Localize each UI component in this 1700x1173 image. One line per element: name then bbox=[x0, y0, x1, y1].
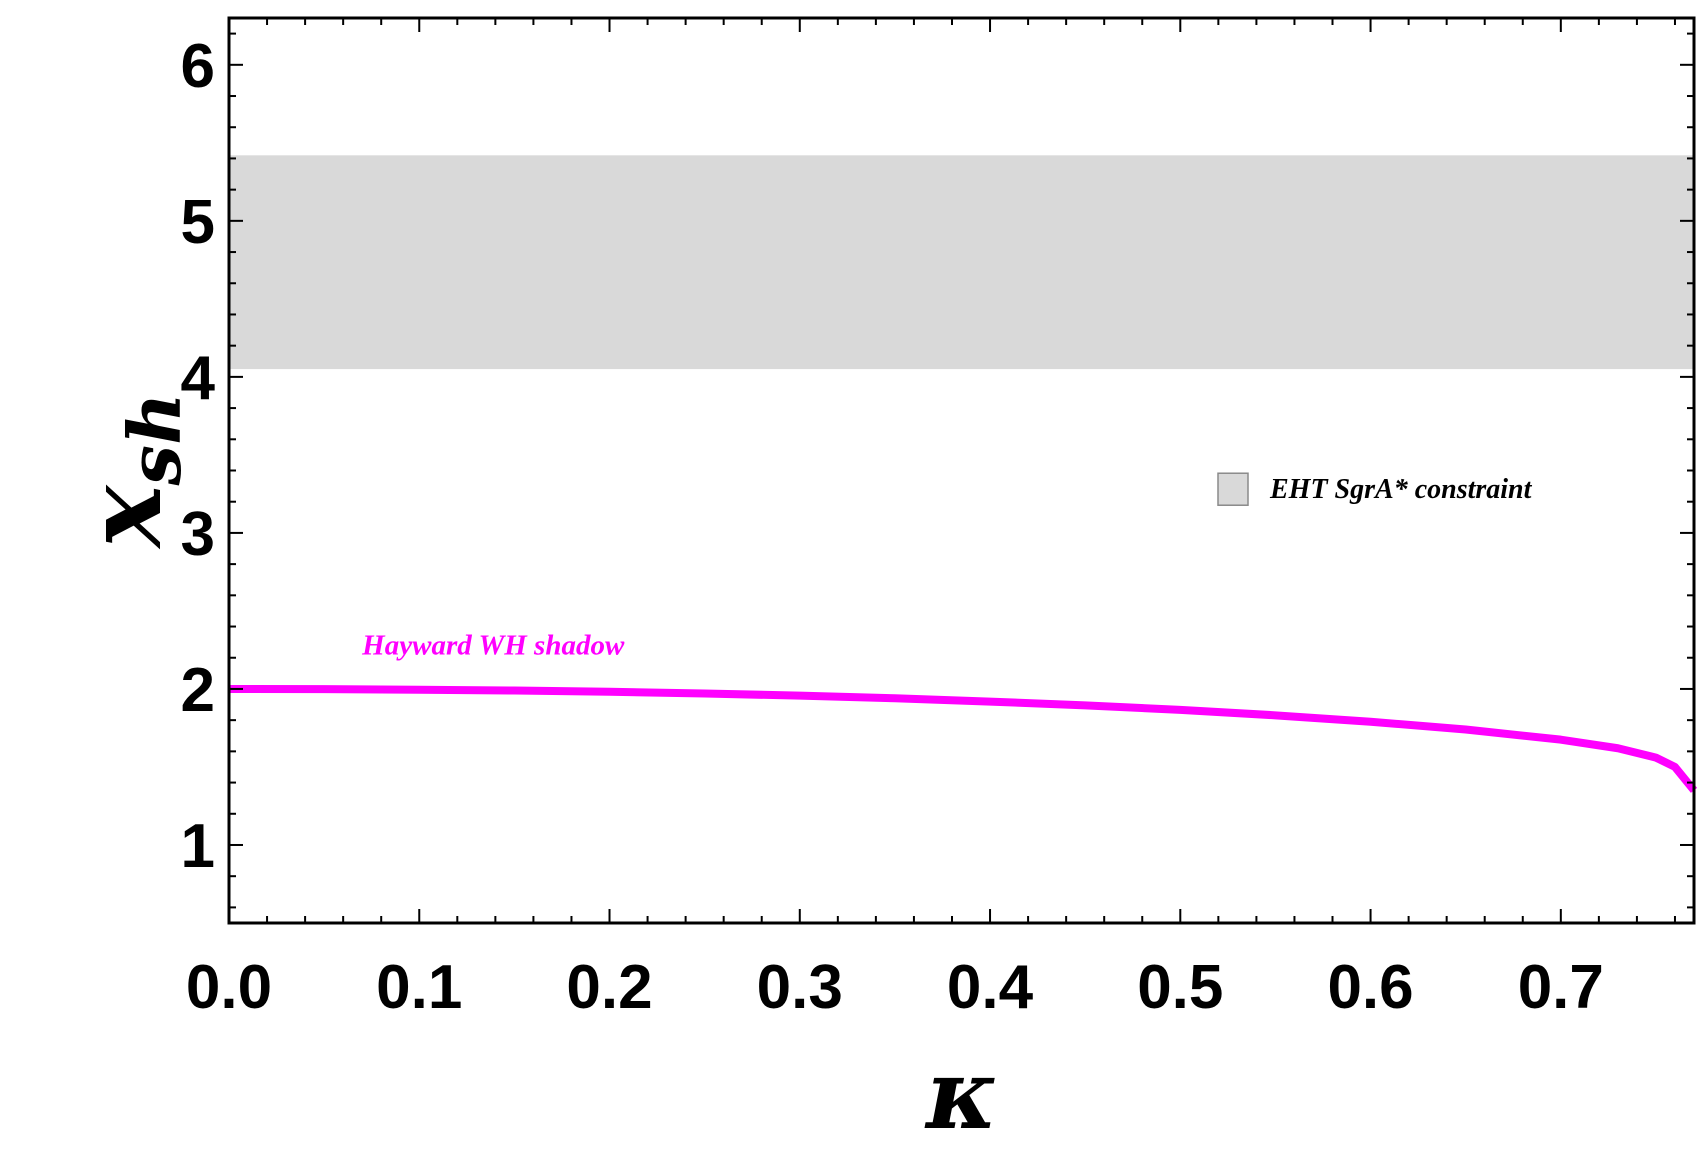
plot-frame bbox=[227, 16, 1696, 925]
y-axis-title-subscript: sh bbox=[112, 393, 197, 487]
y-tick-label: 6 bbox=[181, 32, 215, 101]
x-tick-label: 0.6 bbox=[1327, 953, 1413, 1022]
legend-label: EHT SgrA* constraint bbox=[1269, 474, 1533, 505]
x-axis-title: κ bbox=[924, 1038, 998, 1151]
x-tick-label: 0.3 bbox=[757, 953, 843, 1022]
constraint-band bbox=[229, 155, 1694, 370]
series-line-hayward-wh-shadow bbox=[228, 684, 1698, 793]
axis-titles: κ xsh bbox=[62, 393, 998, 1151]
tick-labels-layer: 0.0 0.1 0.2 0.3 0.4 0.5 0.6 0.7 1 2 3 4 5 6 bbox=[181, 32, 1604, 1022]
curve-annotation-label: Hayward WH shadow bbox=[361, 630, 625, 662]
curve-layer bbox=[228, 684, 1698, 793]
constraint-band-layer bbox=[229, 155, 1694, 370]
legend: EHT SgrA* constraint bbox=[1217, 472, 1533, 506]
x-tick-label: 0.5 bbox=[1137, 953, 1223, 1022]
y-tick-label: 1 bbox=[181, 812, 215, 881]
x-tick-label: 0.7 bbox=[1518, 953, 1604, 1022]
y-tick-label: 2 bbox=[181, 656, 215, 725]
x-tick-label: 0.0 bbox=[186, 953, 272, 1022]
y-axis-title-main: x bbox=[62, 484, 185, 549]
y-tick-label: 4 bbox=[181, 344, 216, 413]
x-tick-label: 0.2 bbox=[566, 953, 652, 1022]
y-tick-label: 3 bbox=[181, 500, 215, 569]
ticks-layer bbox=[228, 18, 1694, 923]
plot-frame-layer bbox=[227, 16, 1696, 925]
y-axis-title: xsh bbox=[62, 393, 197, 550]
legend-swatch bbox=[1217, 472, 1249, 506]
annotations-layer: Hayward WH shadow bbox=[361, 630, 625, 662]
x-tick-label: 0.4 bbox=[947, 953, 1034, 1022]
y-tick-label: 5 bbox=[181, 188, 215, 257]
x-tick-label: 0.1 bbox=[376, 953, 462, 1022]
